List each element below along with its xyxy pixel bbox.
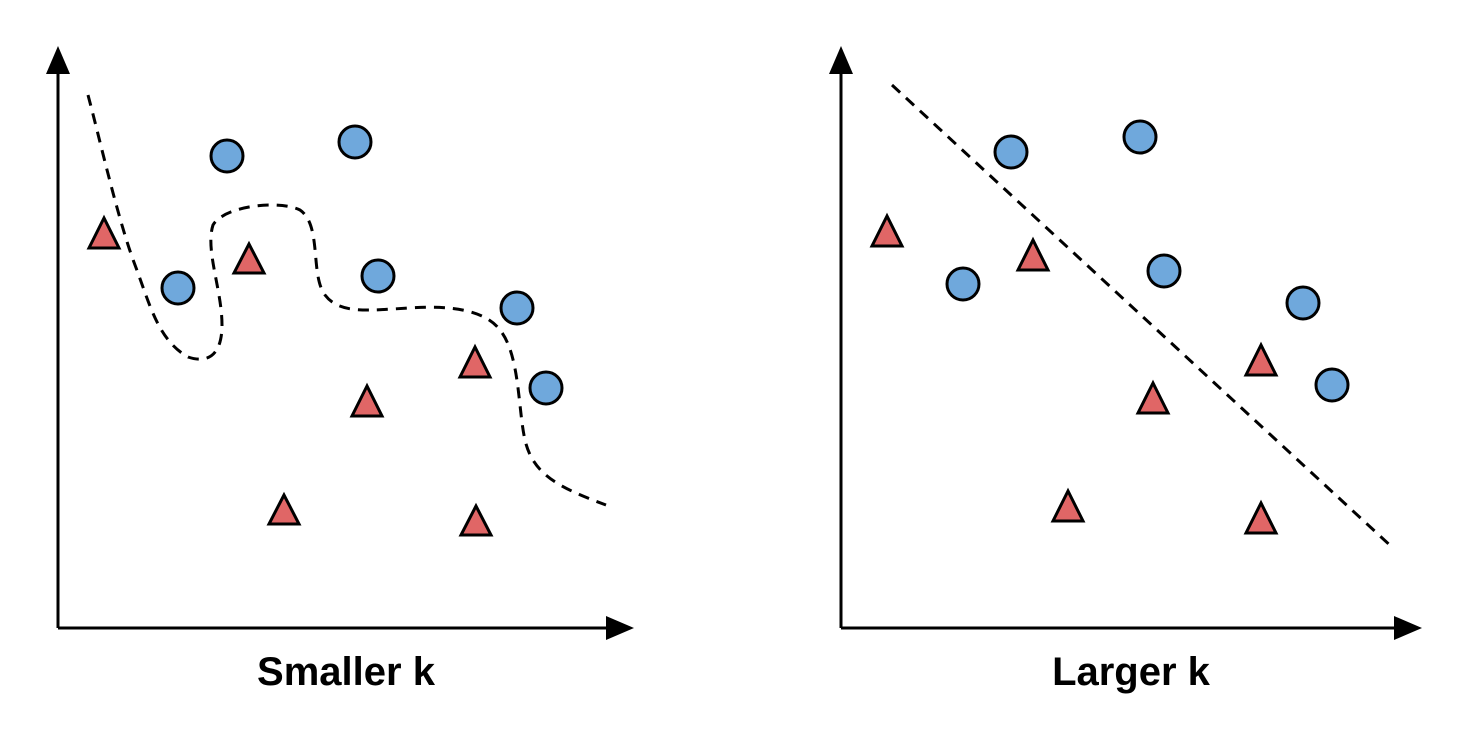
y-axis-arrow-larger-k xyxy=(829,46,853,74)
blue-circle xyxy=(1285,285,1321,321)
axes-smaller-k xyxy=(46,46,634,640)
blue-circle xyxy=(160,270,196,306)
red-triangle xyxy=(1050,487,1086,523)
red-triangle xyxy=(1135,379,1171,415)
red-triangle xyxy=(266,491,302,526)
panel-label-smaller-k: Smaller k xyxy=(257,650,435,694)
red-triangle xyxy=(1243,499,1279,535)
blue-circle xyxy=(1122,119,1158,155)
red-triangle xyxy=(231,240,267,275)
decision-boundary-larger-k xyxy=(890,83,1395,550)
blue-circle xyxy=(1146,253,1182,289)
blue-circle xyxy=(945,266,981,302)
blue-circle xyxy=(360,258,396,294)
blue-circle xyxy=(1314,367,1350,403)
triangle-points-smaller-k xyxy=(86,214,494,537)
blue-circle xyxy=(337,124,373,160)
triangle-points-larger-k xyxy=(869,212,1279,535)
y-axis-arrow-smaller-k xyxy=(46,46,70,74)
red-triangle xyxy=(349,382,385,418)
red-triangle xyxy=(869,212,905,248)
red-triangle xyxy=(1015,236,1051,272)
blue-circle xyxy=(528,370,564,406)
red-triangle xyxy=(86,214,122,250)
blue-circle xyxy=(993,134,1029,170)
panel-smaller-k xyxy=(46,46,634,640)
circle-points-larger-k xyxy=(945,119,1350,403)
blue-circle xyxy=(499,290,535,326)
x-axis-arrow-larger-k xyxy=(1394,616,1422,640)
circle-points-smaller-k xyxy=(160,124,564,406)
panel-label-larger-k: Larger k xyxy=(1052,650,1210,694)
red-triangle xyxy=(458,502,494,537)
decision-boundary-smaller-k xyxy=(86,94,607,507)
blue-circle xyxy=(209,138,245,174)
panel-larger-k xyxy=(829,46,1422,640)
x-axis-arrow-smaller-k xyxy=(606,616,634,640)
red-triangle xyxy=(1243,341,1279,377)
axes-larger-k xyxy=(829,46,1422,640)
red-triangle xyxy=(457,343,493,379)
